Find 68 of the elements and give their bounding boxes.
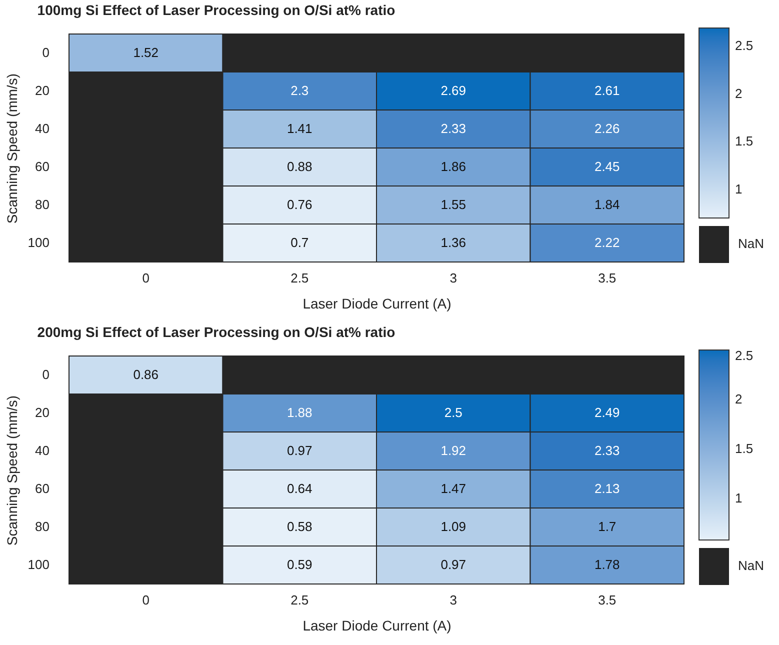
data-label: 2.5 (444, 405, 462, 420)
data-label: 2.22 (594, 235, 620, 250)
data-label: 0.7 (290, 235, 309, 250)
data-label: 2.49 (594, 405, 620, 420)
y-tick-label: 60 (35, 159, 50, 174)
x-tick-label: 3 (450, 270, 457, 286)
data-label: 1.7 (598, 519, 616, 534)
data-label: 0.86 (133, 367, 159, 382)
data-label: 1.09 (440, 519, 466, 534)
x-tick-label: 3 (450, 592, 457, 608)
x-tick-label: 2.5 (290, 592, 309, 608)
data-label: 2.13 (594, 481, 620, 496)
data-label: 0.64 (286, 481, 312, 496)
data-label: 1.55 (440, 197, 466, 212)
data-label: 0.59 (286, 557, 312, 572)
data-label: 1.86 (440, 159, 466, 174)
x-tick-label: 2.5 (290, 270, 309, 286)
data-label: 1.36 (440, 235, 466, 250)
data-label: 0.97 (286, 443, 312, 458)
chart-title: 100mg Si Effect of Laser Processing on O/Si at% ratio (37, 2, 396, 18)
data-label: 1.84 (594, 197, 620, 212)
data-label: 0.58 (286, 519, 312, 534)
x-tick-label: 0 (142, 270, 150, 286)
data-label: 2.33 (440, 121, 466, 136)
y-tick-label: 100 (28, 557, 50, 572)
y-tick-label: 100 (28, 235, 50, 250)
x-axis-title: Laser Diode Current (A) (302, 296, 452, 312)
color-bar-label: 2.5 (735, 38, 754, 54)
data-label: 1.41 (286, 121, 312, 136)
data-label: 1.52 (133, 45, 159, 60)
chart-title: 200mg Si Effect of Laser Processing on O/Si at% ratio (37, 324, 396, 340)
y-tick-label: 40 (35, 121, 50, 136)
y-tick-label: 40 (35, 443, 50, 458)
color-bar-label: 2 (735, 391, 742, 406)
y-tick-label: 0 (42, 45, 50, 60)
data-label: 2.45 (594, 159, 620, 174)
color-bar-label: 1.5 (735, 134, 754, 149)
x-tick-label: 3.5 (598, 592, 616, 608)
y-tick-label: 20 (35, 83, 50, 98)
data-label: 2.26 (594, 121, 620, 136)
y-tick-label: 60 (35, 481, 50, 496)
data-label: 2.69 (440, 83, 466, 98)
data-label: 1.92 (440, 443, 466, 458)
data-label: 0.76 (286, 197, 312, 212)
data-label: 2.61 (594, 83, 620, 98)
data-label: 2.33 (594, 443, 620, 458)
y-axis-title: Scanning Speed (mm/s) (4, 395, 20, 546)
data-label: 1.47 (440, 481, 466, 496)
text: NaN (738, 236, 764, 251)
data-label: 2.3 (290, 83, 309, 98)
y-tick-label: 20 (35, 405, 50, 420)
data-label: 1.88 (286, 405, 312, 420)
x-tick-label: 0 (142, 592, 150, 608)
color-bar-label: 2.5 (735, 348, 754, 363)
data-label: 0.88 (286, 159, 312, 174)
x-axis-title: Laser Diode Current (A) (302, 618, 452, 634)
x-tick-label: 3.5 (598, 270, 616, 286)
text: NaN (738, 558, 764, 573)
data-label: 0.97 (440, 557, 466, 572)
y-tick-label: 80 (35, 519, 50, 534)
y-axis-title: Scanning Speed (mm/s) (4, 73, 20, 224)
color-bar-label: 2 (735, 86, 742, 101)
y-tick-label: 80 (35, 197, 50, 212)
y-tick-label: 0 (42, 367, 50, 382)
color-bar-label: 1 (735, 490, 742, 506)
color-bar-label: 1.5 (735, 440, 754, 456)
color-bar-label: 1 (735, 181, 742, 196)
data-label: 1.78 (594, 557, 620, 572)
